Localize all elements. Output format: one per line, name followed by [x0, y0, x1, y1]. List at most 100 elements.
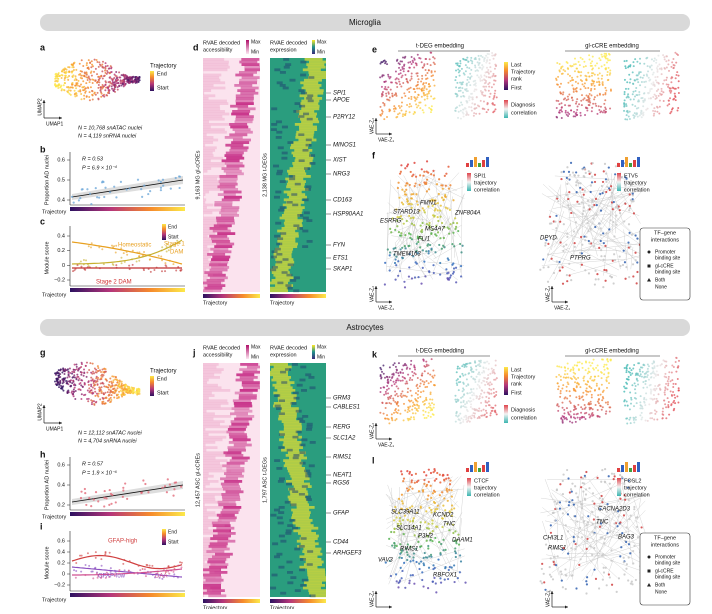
heatmap-cell [203, 371, 221, 374]
point [575, 221, 577, 223]
point [608, 67, 610, 69]
point [593, 98, 595, 100]
point [413, 66, 415, 68]
point [647, 368, 649, 370]
point [101, 401, 103, 403]
point [407, 411, 409, 413]
heatmap-cell [287, 287, 293, 290]
label: rank [511, 76, 522, 82]
point [458, 418, 460, 420]
point [121, 74, 123, 76]
point [406, 104, 408, 106]
point [605, 269, 607, 271]
heatmap-cell [203, 576, 215, 579]
heatmap-cell [300, 102, 318, 105]
point [456, 382, 458, 384]
point [648, 251, 651, 254]
point [598, 388, 600, 390]
point [456, 222, 458, 224]
point [383, 373, 385, 375]
point [565, 112, 567, 114]
point [463, 109, 465, 111]
point [115, 376, 117, 378]
point [562, 250, 564, 252]
heatmap-cell [203, 423, 220, 426]
point [556, 83, 558, 85]
point [592, 56, 594, 58]
point [489, 59, 491, 61]
point [467, 417, 469, 419]
heatmap-cell [203, 167, 211, 170]
point [153, 269, 155, 271]
point [603, 170, 605, 172]
heatmap-cell [203, 100, 227, 103]
point [629, 391, 631, 393]
point [487, 391, 489, 393]
point [485, 396, 487, 398]
label: Trajectory [42, 514, 66, 520]
point [575, 413, 577, 415]
point [653, 107, 655, 109]
point [667, 397, 669, 399]
point [622, 264, 624, 266]
point [615, 206, 617, 208]
point [424, 94, 426, 96]
point [430, 381, 432, 383]
heatmap-cell [234, 444, 252, 447]
point [665, 417, 667, 419]
point [597, 415, 599, 417]
point [92, 371, 94, 373]
point [459, 60, 461, 62]
point [640, 76, 642, 78]
y-tick-label: 0.5 [57, 177, 65, 183]
point [397, 182, 399, 184]
point [493, 58, 495, 60]
point [408, 399, 410, 401]
point [662, 411, 664, 413]
point [663, 399, 665, 401]
heatmap-cell [203, 261, 221, 264]
point [560, 366, 562, 368]
heatmap-cell [304, 79, 322, 82]
point [559, 91, 561, 93]
heatmap-cell [203, 376, 220, 379]
point [383, 394, 385, 396]
point [455, 86, 457, 88]
heatmap-cell [287, 524, 293, 527]
point [128, 569, 130, 571]
point [385, 93, 387, 95]
point [168, 573, 170, 575]
point [576, 114, 578, 116]
point [673, 98, 675, 100]
heatmap-cell [203, 269, 206, 272]
label: End [168, 529, 177, 535]
point [390, 395, 392, 397]
point [626, 365, 628, 367]
point [426, 223, 428, 225]
heatmap-cell [203, 386, 221, 389]
point [629, 205, 631, 207]
gene-label: GFAP [333, 511, 349, 517]
point [146, 564, 148, 566]
point [619, 209, 621, 211]
point [428, 252, 430, 254]
point [670, 92, 672, 94]
point [91, 75, 93, 77]
point [641, 81, 643, 83]
point [424, 417, 426, 419]
heatmap-cell [203, 496, 215, 499]
heatmap-cell [239, 394, 257, 397]
point [100, 558, 102, 560]
point [559, 221, 561, 223]
point [592, 162, 594, 164]
point [493, 379, 495, 381]
heatmap-cell [283, 441, 301, 444]
point [485, 62, 487, 64]
point [668, 59, 670, 61]
point [600, 110, 602, 112]
point [108, 395, 110, 397]
point [612, 260, 614, 262]
point [89, 62, 91, 64]
heatmap-cell [295, 519, 313, 522]
point [496, 377, 498, 379]
